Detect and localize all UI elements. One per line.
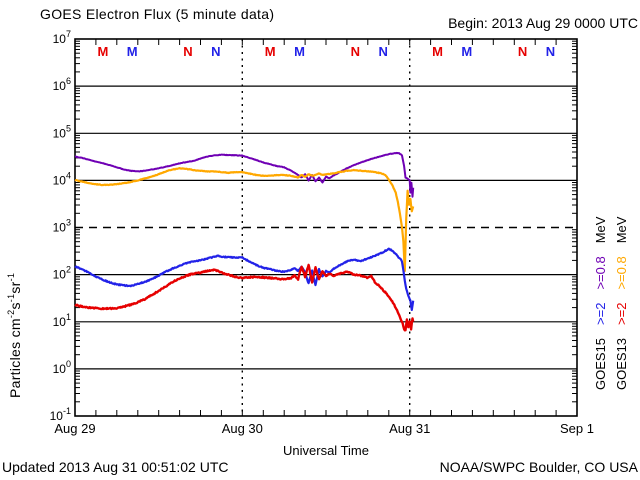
y-tick-label: 105 [53, 123, 71, 140]
plot-border [74, 38, 578, 417]
y-tick-label: 102 [53, 265, 71, 282]
legend-item-goes15: MeV [593, 216, 608, 244]
satellite-localtime-marker: N [546, 44, 555, 59]
satellite-localtime-marker: N [518, 44, 527, 59]
legend-item-goes13: >=2 [614, 302, 629, 325]
y-tick-label: 100 [53, 359, 71, 376]
satellite-localtime-marker: N [379, 44, 388, 59]
satellite-localtime-marker: N [211, 44, 220, 59]
legend-goes15: GOES15 >=2 >=0.8 MeV [593, 217, 608, 390]
x-axis-title: Universal Time [283, 443, 369, 458]
x-tick-label: Sep 1 [560, 421, 594, 436]
credit: NOAA/SWPC Boulder, CO USA [439, 459, 638, 475]
updated-timestamp: Updated 2013 Aug 31 00:51:02 UTC [2, 459, 229, 475]
y-tick-label: 104 [53, 170, 71, 187]
flux-series-goes13-1 [74, 167, 415, 273]
legend-item-goes15: GOES15 [593, 337, 608, 390]
satellite-localtime-marker: M [294, 44, 305, 59]
x-tick-label: Aug 29 [54, 421, 95, 436]
satellite-localtime-marker: M [97, 44, 108, 59]
x-tick-label: Aug 30 [222, 421, 263, 436]
y-tick-label: 106 [53, 76, 71, 93]
legend-item-goes13: MeV [614, 216, 629, 244]
legend-item-goes13: >=0.8 [614, 256, 629, 290]
legend-goes13: GOES13 >=2 >=0.8 MeV [614, 217, 629, 390]
satellite-localtime-marker: M [265, 44, 276, 59]
satellite-localtime-marker: M [127, 44, 138, 59]
satellite-localtime-marker: M [432, 44, 443, 59]
legend-item-goes15: >=0.8 [593, 256, 608, 290]
y-tick-label: 103 [53, 218, 71, 235]
page-title: GOES Electron Flux (5 minute data) [40, 6, 275, 22]
satellite-localtime-marker: N [183, 44, 192, 59]
flux-series-goes13-3 [74, 263, 415, 332]
satellite-localtime-marker: M [461, 44, 472, 59]
begin-timestamp: Begin: 2013 Aug 29 0000 UTC [448, 15, 638, 31]
satellite-localtime-marker: N [351, 44, 360, 59]
x-tick-label: Aug 31 [389, 421, 430, 436]
y-tick-label: 107 [53, 29, 71, 46]
legend-item-goes13: GOES13 [614, 337, 629, 390]
flux-series-goes15-0 [74, 151, 415, 198]
flux-series-goes15-2 [74, 247, 415, 311]
y-tick-label: 101 [53, 312, 71, 329]
legend-item-goes15: >=2 [593, 302, 608, 325]
